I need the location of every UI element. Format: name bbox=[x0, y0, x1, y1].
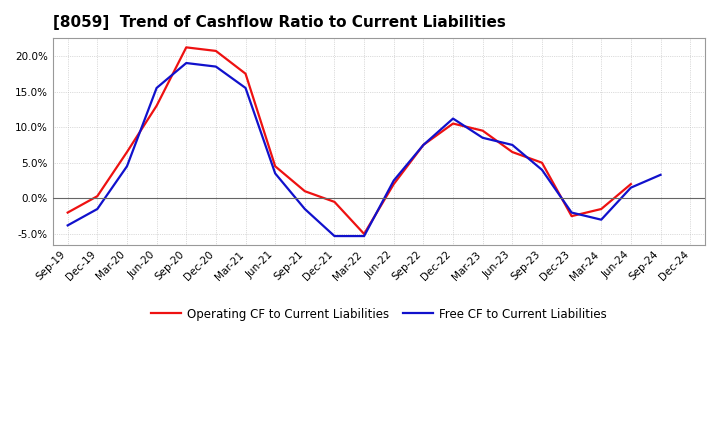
Free CF to Current Liabilities bbox=[271, 171, 279, 176]
Free CF to Current Liabilities bbox=[419, 142, 428, 147]
Legend: Operating CF to Current Liabilities, Free CF to Current Liabilities: Operating CF to Current Liabilities, Fre… bbox=[147, 303, 611, 326]
Free CF to Current Liabilities bbox=[330, 234, 339, 239]
Free CF to Current Liabilities bbox=[122, 164, 131, 169]
Operating CF to Current Liabilities bbox=[390, 181, 398, 187]
Operating CF to Current Liabilities bbox=[212, 48, 220, 54]
Operating CF to Current Liabilities bbox=[182, 45, 191, 50]
Operating CF to Current Liabilities bbox=[419, 142, 428, 147]
Operating CF to Current Liabilities bbox=[449, 121, 457, 126]
Free CF to Current Liabilities bbox=[567, 210, 576, 215]
Free CF to Current Liabilities bbox=[360, 234, 369, 239]
Free CF to Current Liabilities bbox=[300, 206, 309, 212]
Free CF to Current Liabilities bbox=[478, 135, 487, 140]
Free CF to Current Liabilities bbox=[93, 206, 102, 212]
Free CF to Current Liabilities bbox=[390, 178, 398, 183]
Line: Free CF to Current Liabilities: Free CF to Current Liabilities bbox=[68, 63, 660, 236]
Free CF to Current Liabilities bbox=[241, 85, 250, 91]
Operating CF to Current Liabilities bbox=[626, 181, 635, 187]
Operating CF to Current Liabilities bbox=[567, 213, 576, 219]
Text: [8059]  Trend of Cashflow Ratio to Current Liabilities: [8059] Trend of Cashflow Ratio to Curren… bbox=[53, 15, 505, 30]
Free CF to Current Liabilities bbox=[182, 60, 191, 66]
Operating CF to Current Liabilities bbox=[360, 231, 369, 237]
Free CF to Current Liabilities bbox=[449, 116, 457, 121]
Operating CF to Current Liabilities bbox=[241, 71, 250, 77]
Free CF to Current Liabilities bbox=[153, 85, 161, 91]
Free CF to Current Liabilities bbox=[538, 167, 546, 172]
Operating CF to Current Liabilities bbox=[93, 194, 102, 199]
Operating CF to Current Liabilities bbox=[508, 150, 517, 155]
Free CF to Current Liabilities bbox=[212, 64, 220, 69]
Operating CF to Current Liabilities bbox=[478, 128, 487, 133]
Free CF to Current Liabilities bbox=[508, 142, 517, 147]
Operating CF to Current Liabilities bbox=[538, 160, 546, 165]
Operating CF to Current Liabilities bbox=[597, 206, 606, 212]
Line: Operating CF to Current Liabilities: Operating CF to Current Liabilities bbox=[68, 48, 631, 234]
Free CF to Current Liabilities bbox=[597, 217, 606, 222]
Free CF to Current Liabilities bbox=[63, 223, 72, 228]
Operating CF to Current Liabilities bbox=[153, 103, 161, 108]
Operating CF to Current Liabilities bbox=[63, 210, 72, 215]
Free CF to Current Liabilities bbox=[626, 185, 635, 190]
Free CF to Current Liabilities bbox=[656, 172, 665, 177]
Operating CF to Current Liabilities bbox=[122, 150, 131, 155]
Operating CF to Current Liabilities bbox=[300, 189, 309, 194]
Operating CF to Current Liabilities bbox=[271, 164, 279, 169]
Operating CF to Current Liabilities bbox=[330, 199, 339, 205]
